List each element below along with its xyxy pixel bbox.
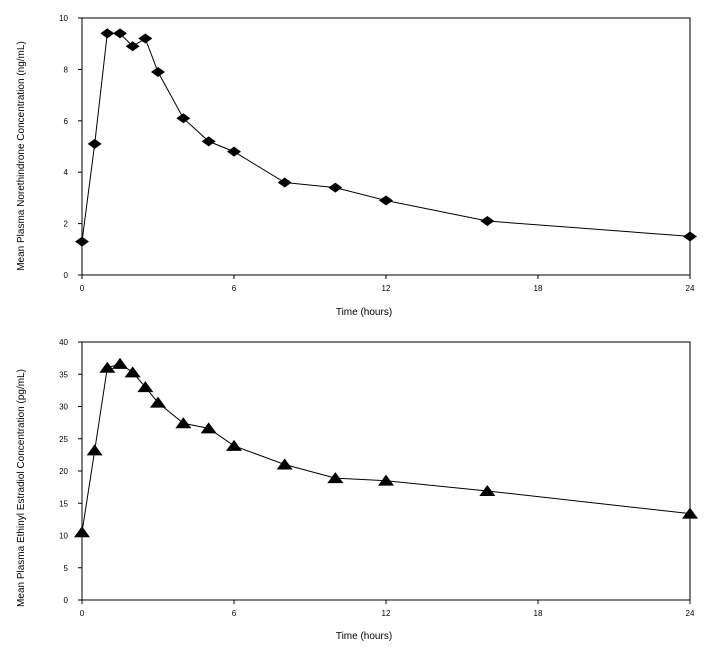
data-point [226,439,242,451]
data-point [176,113,191,124]
data-point [682,507,698,519]
data-point [201,136,216,147]
data-point [227,146,241,157]
series-line [81,32,691,242]
ethinyl-estradiol-chart: Time (hours) Mean Plasma Ethinyl Estradi… [16,338,698,642]
x-tick-label: 12 [382,609,391,618]
y-tick-label: 0 [64,271,69,280]
norethindrone-chart: Time (hours) Mean Plasma Norethindrone C… [16,14,697,318]
x-tick-label: 24 [686,609,695,618]
data-point [277,177,292,188]
data-point [480,216,495,227]
data-point [151,66,165,77]
y-axis-title: Mean Plasma Ethinyl Estradiol Concentrat… [16,369,27,607]
y-tick-label: 4 [64,168,69,177]
y-tick-label: 5 [64,564,69,573]
y-tick-label: 10 [59,14,68,23]
data-point [100,28,115,39]
data-point [75,236,89,247]
data-point [112,357,128,369]
y-tick-label: 8 [64,65,69,74]
x-tick-label: 0 [80,609,85,618]
y-tick-label: 2 [64,220,69,229]
series-line [81,363,691,533]
data-point [150,396,166,408]
data-point [74,526,90,538]
x-axis-title: Time (hours) [336,307,392,318]
plot-frame [81,17,691,276]
x-tick-label: 18 [534,609,543,618]
series-group [74,357,698,538]
data-point [276,458,293,470]
data-point [479,484,496,496]
data-point [99,361,116,373]
data-point [683,231,697,242]
x-tick-label: 0 [80,284,85,293]
x-tick-label: 6 [232,609,237,618]
y-tick-label: 25 [59,435,68,444]
data-point [138,33,153,44]
data-point [125,41,140,52]
y-axis-title: Mean Plasma Norethindrone Concentration … [16,41,27,271]
y-tick-label: 35 [59,370,68,379]
x-axis-title: Time (hours) [336,631,392,642]
data-point [379,195,393,206]
data-point [137,381,154,393]
y-tick-label: 0 [64,596,69,605]
x-tick-label: 12 [382,284,391,293]
x-tick-label: 24 [686,284,695,293]
y-tick-label: 40 [59,338,68,347]
data-point [113,28,127,39]
data-point [328,182,343,193]
y-tick-label: 10 [59,532,68,541]
series-group [75,28,697,247]
x-tick-label: 6 [232,284,237,293]
data-point [327,472,344,484]
data-point [87,138,102,149]
data-point [200,422,217,434]
y-tick-label: 30 [59,403,68,412]
y-tick-label: 20 [59,467,68,476]
y-tick-label: 6 [64,117,69,126]
plot-frame [81,341,691,601]
data-point [378,474,394,486]
data-point [86,444,103,456]
data-point [175,417,192,429]
y-tick-label: 15 [59,499,68,508]
tick-group: 0 6 12 18 24 0 5 10 15 20 25 30 35 40 [59,338,695,618]
data-point [124,366,141,378]
x-tick-label: 18 [534,284,543,293]
